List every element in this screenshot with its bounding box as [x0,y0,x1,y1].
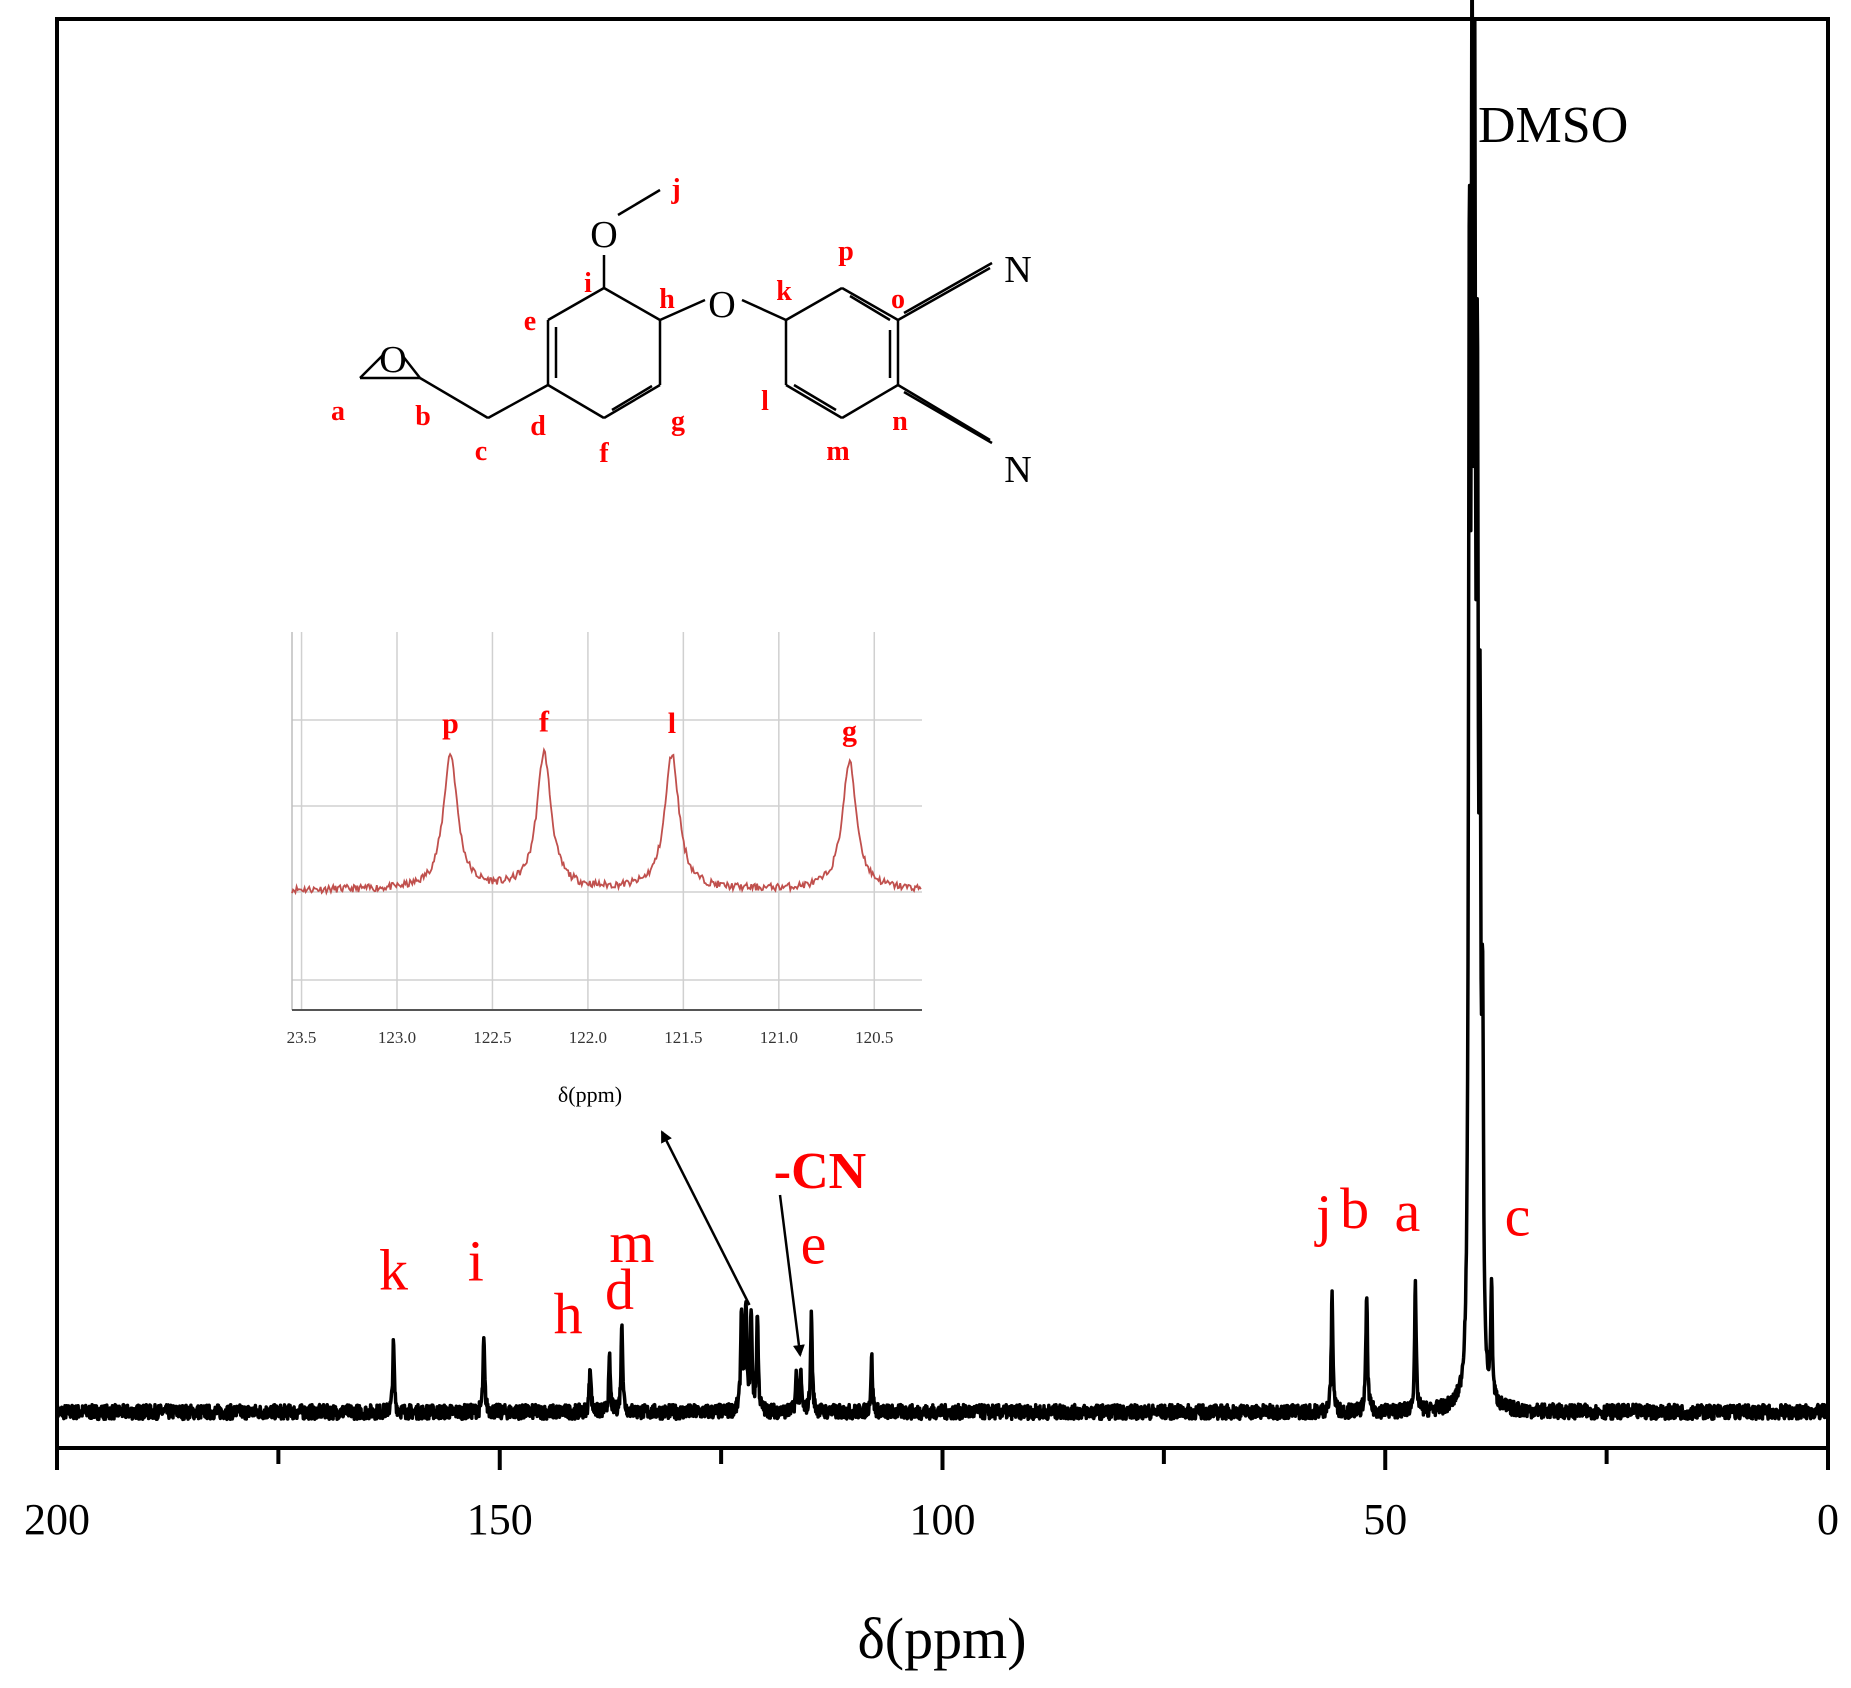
inset-tick-label: 122.5 [473,1028,511,1047]
bond [611,384,653,412]
atom-label-o: o [891,284,905,315]
bond [603,383,661,420]
x-axis-title: δ(ppm) [857,1606,1026,1671]
cn-arrow [778,1194,805,1357]
atom-label-b: b [415,401,431,432]
molecule-structure: O O O N Na b c d e f g h i j k l m n o p [331,174,1032,491]
bond [897,266,991,322]
bond [793,383,837,412]
bond [617,188,661,217]
atom-N: N [1004,449,1031,491]
inset-tick-label: 120.5 [855,1028,893,1047]
inset-tick-label: 122.0 [569,1028,607,1047]
inset-peak-label-f: f [539,706,550,739]
inset-peak-label-g: g [842,715,857,748]
peak-label-k: k [379,1237,408,1302]
bond [785,286,843,322]
inset-arrow [660,1130,751,1306]
plot-frame [55,17,1830,1450]
peak-label-e: e [801,1212,827,1277]
atom-label-g: g [671,406,685,437]
bond [547,286,605,322]
atom-label-m: m [826,436,849,467]
inset-tick-label: 121.5 [664,1028,702,1047]
bond [785,383,843,420]
bond [547,383,605,420]
atom-O: O [379,339,406,381]
cn-label: -CN [774,1143,866,1200]
bond [741,298,787,322]
bond [603,286,661,322]
x-tick-label: 150 [467,1495,533,1544]
inset-tick-label: 23.5 [287,1028,317,1047]
x-tick-label: 200 [24,1495,90,1544]
annotations: DMSO -CN [660,97,1628,1357]
atom-label-h: h [659,284,675,315]
x-tick-label: 0 [1817,1495,1839,1544]
spectrum-line [55,0,1830,1422]
inset-x-title: δ(ppm) [558,1082,622,1107]
bond [897,383,991,442]
peak-label-a: a [1394,1179,1420,1244]
x-tick-label: 50 [1363,1495,1407,1544]
x-tick-label: 100 [910,1495,976,1544]
bond [903,390,993,445]
atom-label-c: c [475,436,487,467]
atom-label-p: p [838,236,854,267]
bond [903,261,993,315]
bond [359,354,384,379]
bond [419,376,489,420]
atom-label-e: e [524,306,536,337]
peak-label-d: d [605,1257,634,1322]
atom-label-a: a [331,396,345,427]
atom-O: O [708,284,735,326]
bond [659,298,706,322]
bond [487,383,549,420]
inset-chart: 23.5 123.0 122.5 122.0 121.5 121.0 120.5 δ(ppm)… [287,632,922,1107]
bond [401,354,421,379]
atom-label-k: k [776,276,792,307]
peak-label-j: j [1314,1183,1332,1248]
atom-label-f: f [599,438,609,469]
peak-label-i: i [468,1229,484,1294]
atom-label-j: j [670,174,680,205]
x-axis: 200 150 100 50 0 [24,1448,1839,1544]
peak-label-h: h [554,1281,583,1346]
inset-tick-label: 121.0 [760,1028,798,1047]
peak-label-c: c [1505,1184,1531,1249]
peak-labels: k i h dm e j b a c [379,1176,1530,1346]
atom-label-l: l [761,386,769,417]
inset-peak-label-l: l [668,707,676,740]
bond [841,383,899,420]
inset-tick-label: 123.0 [378,1028,416,1047]
atom-label-d: d [530,411,546,442]
bond [849,294,891,322]
atom-label-n: n [892,406,908,437]
dmso-label: DMSO [1478,97,1628,154]
peak-label-b: b [1340,1176,1369,1241]
atom-label-i: i [584,268,592,299]
inset-peak-label-p: p [442,707,459,740]
inset-spectrum-line [291,746,922,896]
spectrum-series [55,0,1830,1422]
peak-label-m: m [609,1210,654,1275]
atom-O: O [590,214,617,256]
atom-N: N [1004,249,1031,291]
bond [841,286,899,322]
